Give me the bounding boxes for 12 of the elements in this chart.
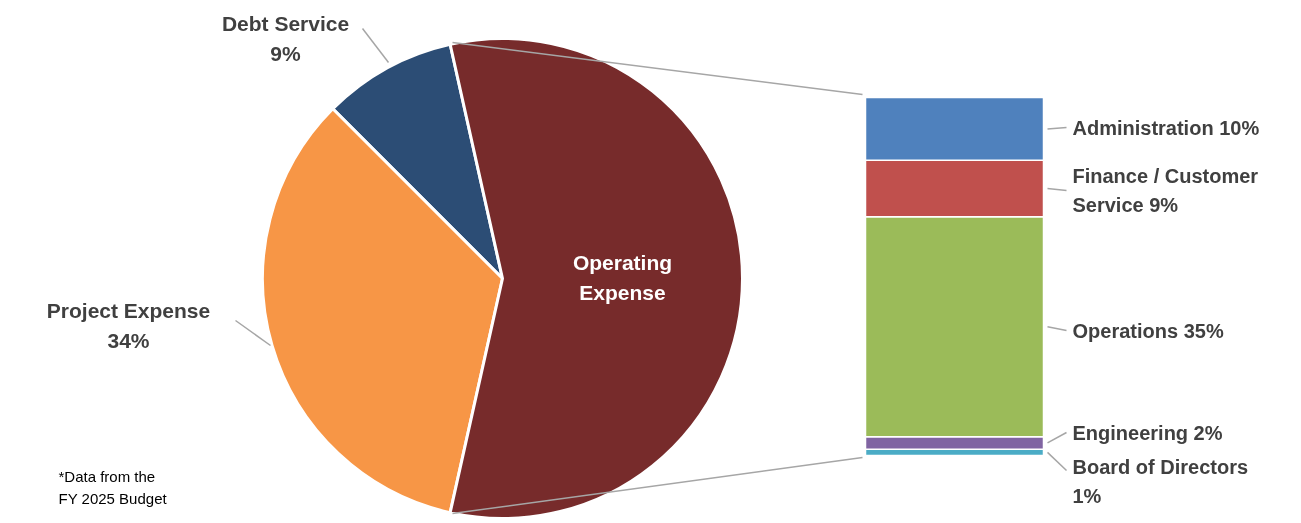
data-label: 1% [1072,484,1102,507]
text: Operations 35% [1072,319,1224,342]
slice-label: Project Expense [46,299,211,323]
slice-label: Operating Expense [572,251,673,304]
text: *Data from the FY 2025 Budget [58,468,168,507]
data-label: 34% [107,328,150,352]
series-label: Board of Directors [1072,456,1249,479]
text: Finance / Customer Service 9% [1072,165,1259,216]
data-label: 9% [270,41,301,65]
slice-label: Debt Service [221,12,350,36]
text: Administration 10% [1072,116,1260,139]
text: Engineering 2% [1072,421,1223,444]
